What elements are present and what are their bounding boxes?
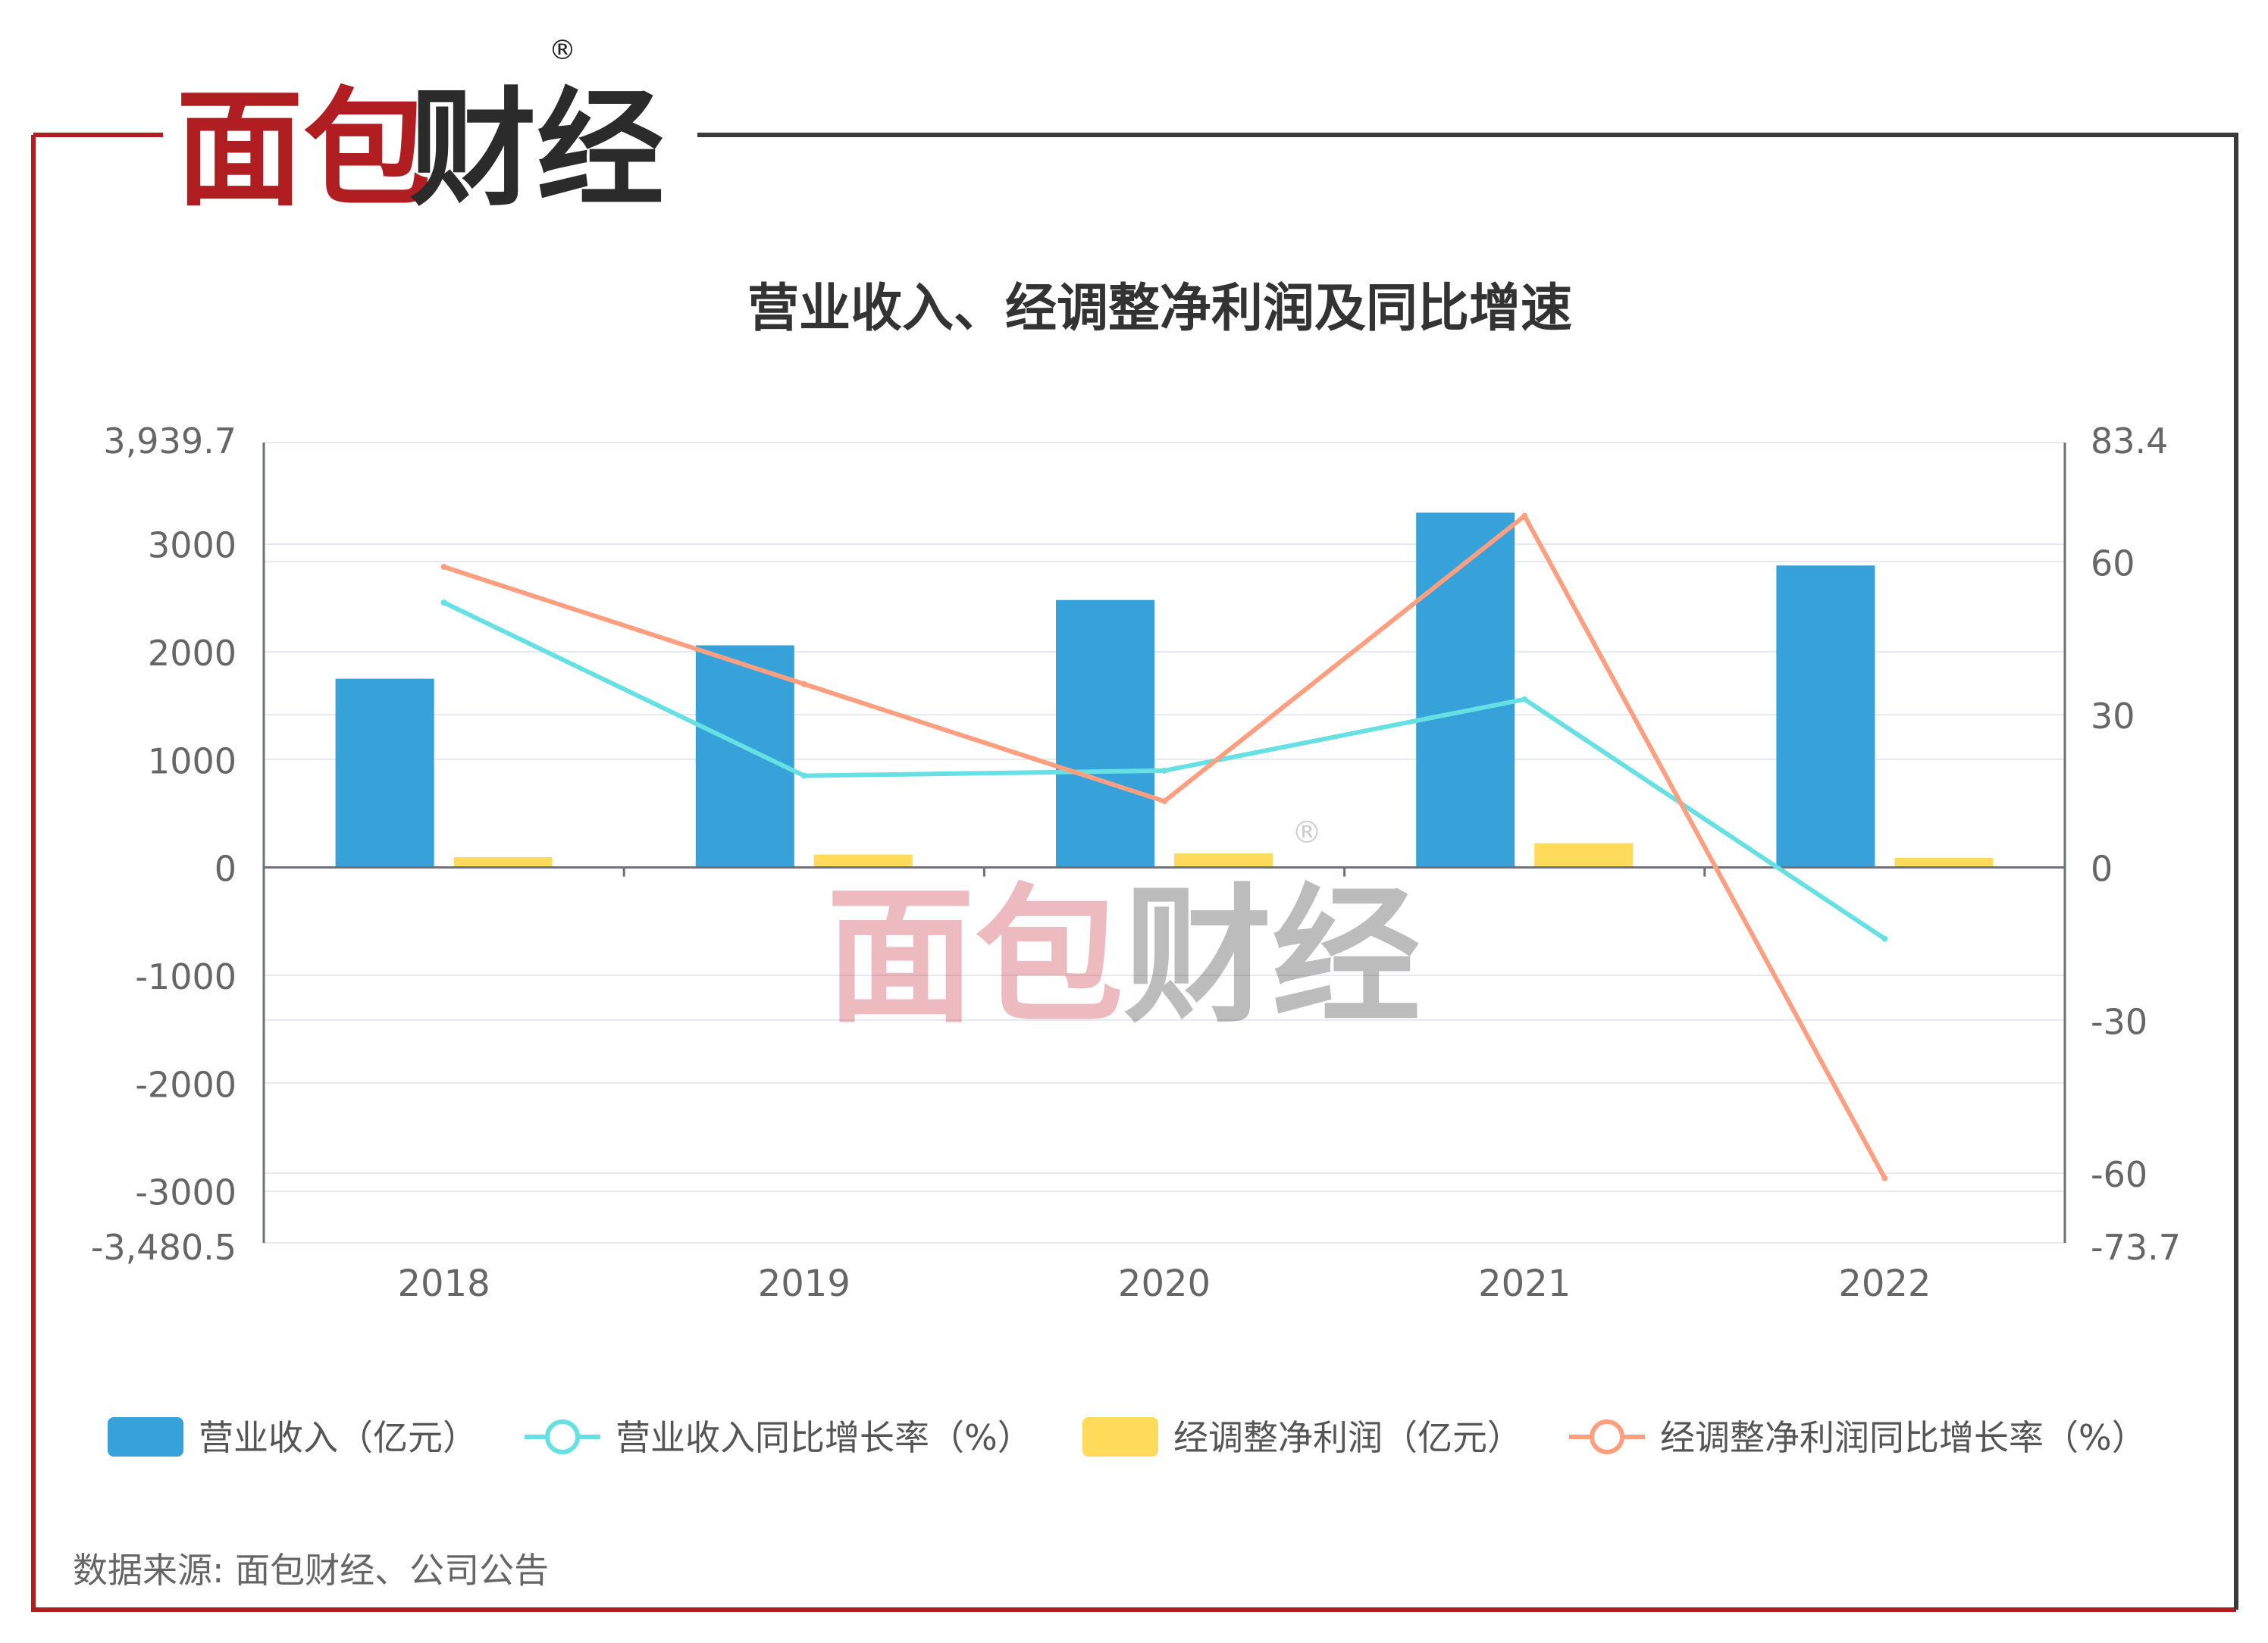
bar-series [335,512,1994,868]
left-axis-min-label: -3,480.5 [91,1227,237,1268]
line-profit-growth [443,513,1887,1180]
point-revenue-growth-2019 [800,772,807,779]
x-tick-label-2020: 2020 [1118,1263,1211,1305]
legend-label: 营业收入同比增长率（%） [616,1417,1032,1458]
bar-adjusted-profit-2021 [1534,843,1634,868]
legend-item-3[interactable]: 经调整净利润同比增长率（%） [1569,1417,2147,1458]
x-tick-label-2021: 2021 [1478,1263,1571,1305]
gridlines [264,442,2065,1244]
left-tick-label: -1000 [135,956,237,997]
bar-revenue-2019 [695,645,794,868]
logo-text-dark: 财经 [409,75,664,224]
left-tick-label: 2000 [148,633,237,674]
point-profit-growth-2018 [440,564,447,571]
legend-swatch-marker [545,1419,580,1454]
axes: -3000 -2000 -1000 0 1000 2000 3000 3,939.7 -3,48… [91,421,2181,1268]
legend-swatch-marker [1590,1419,1624,1454]
right-tick-label: 0 [2091,849,2113,890]
bar-revenue-2020 [1056,599,1154,868]
right-axis-min-label: -73.7 [2091,1227,2181,1268]
x-tick-label-2018: 2018 [398,1263,490,1305]
point-profit-growth-2019 [800,681,807,687]
legend-item-2[interactable]: 经调整净利润（亿元） [1082,1417,1522,1458]
right-tick-label: -60 [2091,1154,2147,1195]
legend-label: 经调整净利润（亿元） [1173,1417,1522,1458]
left-tick-label: -2000 [135,1064,237,1105]
left-tick-label: 1000 [148,740,237,781]
right-tick-label: -30 [2091,1001,2147,1042]
point-profit-growth-2022 [1881,1175,1888,1181]
point-revenue-growth-2018 [440,599,447,606]
point-profit-growth-2020 [1161,798,1167,805]
right-axis-max-label: 83.4 [2091,421,2168,462]
x-axis-labels: 2018 2019 2020 2021 2022 [398,1263,1931,1305]
watermark-registered-mark: ® [1292,815,1322,850]
bar-adjusted-profit-2019 [813,854,913,868]
line-series [440,512,1888,1181]
point-revenue-growth-2021 [1521,696,1528,703]
legend-label: 营业收入（亿元） [199,1417,478,1458]
bar-adjusted-profit-2020 [1174,853,1273,868]
source-note: 数据来源: 面包财经、公司公告 [73,1550,549,1591]
chart-title: 营业收入、经调整净利润及同比增速 [747,279,1572,339]
point-revenue-growth-2020 [1161,767,1167,774]
bar-revenue-2018 [335,678,434,868]
right-tick-label: 60 [2091,543,2135,584]
legend-item-1[interactable]: 营业收入同比增长率（%） [525,1417,1032,1458]
left-tick-label: -3000 [135,1172,237,1213]
logo-text-red: 面包 [176,75,431,224]
watermark: 面包 财经 ® [826,815,1421,1044]
legend-swatch-bar [1082,1417,1158,1457]
logo-registered-mark: ® [549,35,576,66]
watermark-text-red: 面包 [826,871,1123,1044]
x-tick-label-2022: 2022 [1838,1263,1931,1305]
left-axis-max-label: 3,939.7 [103,421,237,462]
frame-border-red [31,135,2236,1612]
legend-item-0[interactable]: 营业收入（亿元） [108,1417,478,1458]
watermark-text-dark: 财经 [1123,871,1421,1044]
x-tick-label-2019: 2019 [758,1263,850,1305]
bar-revenue-2022 [1776,565,1875,868]
bar-revenue-2021 [1416,512,1515,868]
left-tick-label: 0 [215,849,237,890]
legend-swatch-bar [108,1417,183,1457]
point-profit-growth-2021 [1521,512,1528,519]
card-frame [31,133,2238,1612]
point-revenue-growth-2022 [1881,935,1888,942]
legend[interactable]: 营业收入（亿元） 营业收入同比增长率（%） 经调整净利润（亿元） 经调整净利润同比增长… [108,1417,2147,1458]
bar-adjusted-profit-2018 [453,857,553,868]
legend-label: 经调整净利润同比增长率（%） [1660,1417,2147,1458]
brand-logo: 面包 财经 ® [176,35,664,224]
bar-adjusted-profit-2022 [1894,857,1994,868]
frame-border-dark [697,133,2238,1610]
right-tick-label: 30 [2091,696,2135,737]
left-tick-label: 3000 [148,525,237,566]
